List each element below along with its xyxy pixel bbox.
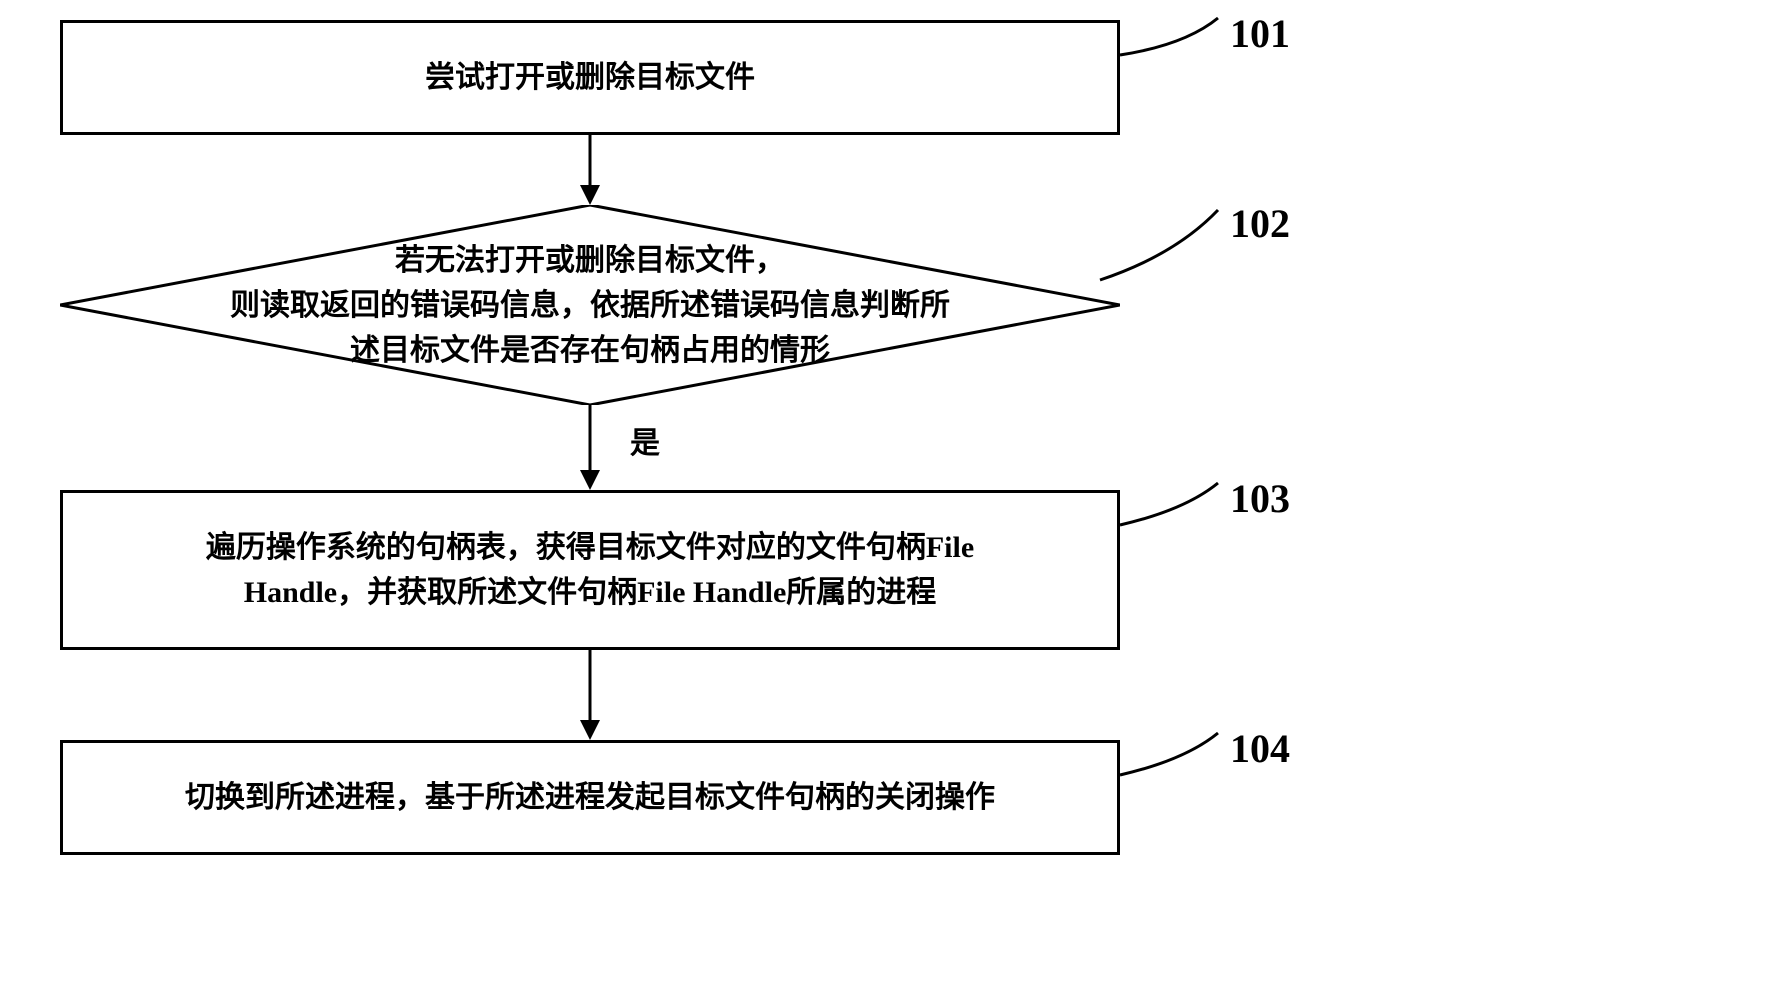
flow-node-3-text: 遍历操作系统的句柄表，获得目标文件对应的文件句柄File Handle，并获取所… [186,525,994,615]
edge-2-3-label: 是 [630,418,660,462]
flow-node-2-text: 若无法打开或删除目标文件， 则读取返回的错误码信息，依据所述错误码信息判断所 述… [60,205,1120,405]
step-label-102: 102 [1230,200,1290,247]
step-label-101: 101 [1230,10,1290,57]
flow-node-4: 切换到所述进程，基于所述进程发起目标文件句柄的关闭操作 [60,740,1120,855]
flow-node-1-text: 尝试打开或删除目标文件 [405,55,775,100]
step-label-103: 103 [1230,475,1290,522]
flow-node-3: 遍历操作系统的句柄表，获得目标文件对应的文件句柄File Handle，并获取所… [60,490,1120,650]
flow-node-4-text: 切换到所述进程，基于所述进程发起目标文件句柄的关闭操作 [165,775,1015,820]
step-label-104: 104 [1230,725,1290,772]
leader-104 [0,0,1,1]
flow-node-2: 若无法打开或删除目标文件， 则读取返回的错误码信息，依据所述错误码信息判断所 述… [60,205,1120,405]
flow-node-1: 尝试打开或删除目标文件 [60,20,1120,135]
